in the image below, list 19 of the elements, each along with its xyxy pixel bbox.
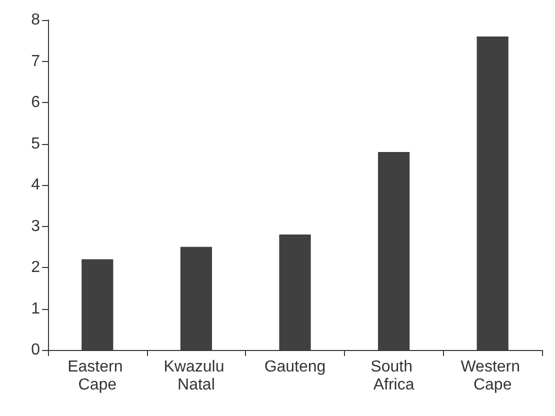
y-tick-label: 6: [31, 94, 40, 111]
y-tick-label: 2: [31, 259, 40, 276]
bar: [82, 259, 114, 350]
bar: [378, 152, 410, 350]
y-tick-label: 5: [31, 135, 40, 152]
bar: [279, 234, 311, 350]
x-tick-label: South Africa: [370, 358, 417, 394]
y-tick-label: 1: [31, 300, 40, 318]
x-tick-label: Western Cape: [460, 358, 524, 394]
y-tick-label: 3: [31, 218, 40, 235]
y-tick-label: 4: [31, 176, 40, 194]
y-tick-label: 7: [31, 52, 40, 70]
bar: [180, 246, 212, 350]
x-tick-label: Eastern Cape: [68, 358, 128, 394]
y-tick-label: 8: [31, 12, 40, 28]
bar: [476, 36, 508, 350]
x-tick-label: Gauteng: [264, 358, 326, 376]
y-tick-label: 0: [31, 342, 40, 358]
x-tick-label: Kwazulu Natal: [164, 358, 229, 394]
